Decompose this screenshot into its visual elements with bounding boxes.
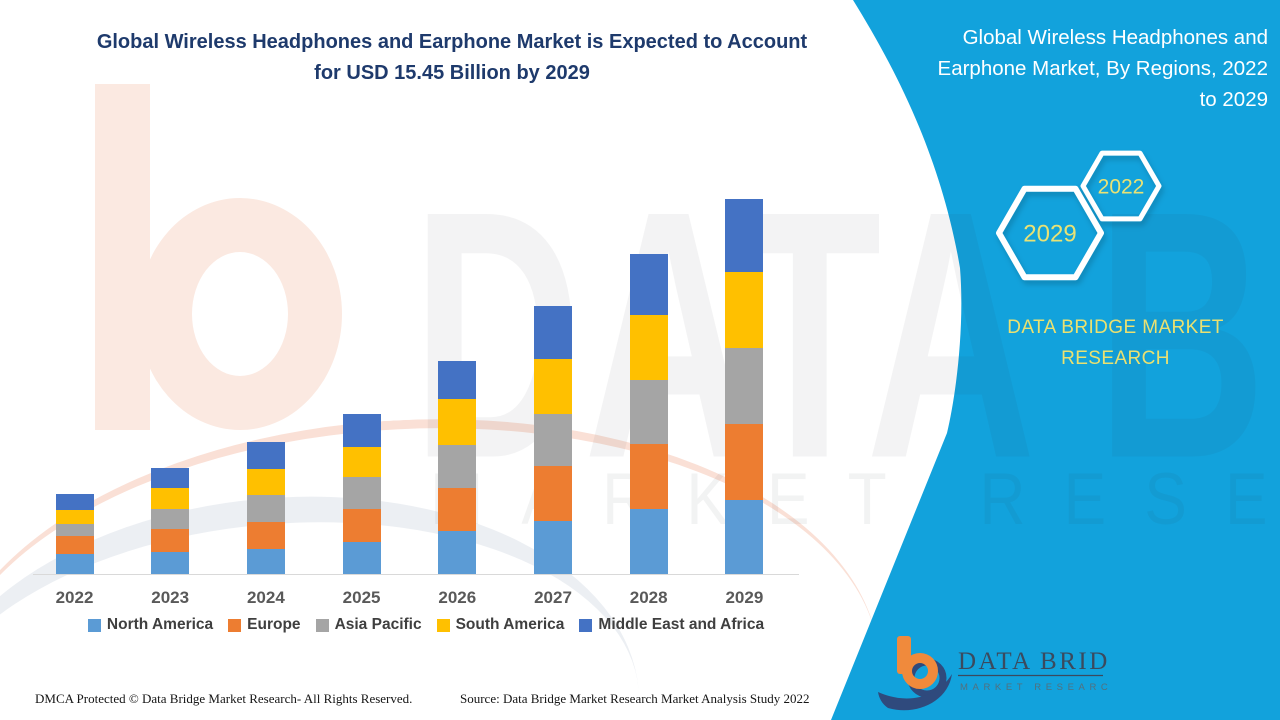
teal-panel-path (831, 0, 1280, 720)
chart-plot (33, 180, 799, 575)
bar-segment-asia-pacific (629, 380, 668, 444)
hexagon-badge-2029 (996, 185, 1104, 281)
bar-segment-north-america (55, 554, 94, 574)
bar-2022 (55, 494, 94, 574)
x-tick-2023: 2023 (151, 588, 190, 607)
year-badges: 2022 2029 (996, 150, 1162, 281)
x-tick-2024: 2024 (246, 588, 285, 607)
footer-copyright: DMCA Protected © Data Bridge Market Rese… (35, 691, 413, 706)
chart-legend: North America Europe Asia Pacific South Ame… (30, 616, 822, 634)
legend-item-asia-pacific: Asia Pacific (315, 616, 422, 634)
legend-swatch (87, 618, 101, 632)
bar-segment-middle-east-and-africa (438, 361, 477, 399)
bar-2026 (438, 361, 477, 574)
legend-swatch (315, 618, 329, 632)
bar-2027 (534, 306, 572, 574)
legend-item-middle-east-and-africa: Middle East and Africa (579, 616, 764, 634)
bar-segment-europe (246, 522, 285, 549)
bar-segment-europe (534, 466, 572, 521)
logo-b-bowl (902, 653, 938, 689)
x-tick-2028: 2028 (629, 588, 668, 607)
brand-wordmark-line-1: DATA BRIDGE MARKET (1007, 317, 1224, 338)
databridge-logo: DATA BRIDGE MARKET RESEARCH (878, 636, 1110, 711)
bar-segment-north-america (246, 549, 285, 574)
bar-segment-north-america (438, 531, 477, 574)
hexagon-badge-2022 (1080, 150, 1162, 222)
bar-segment-europe (438, 488, 477, 531)
bar-2023 (151, 468, 190, 574)
badge-2029-label: 2029 (1023, 221, 1076, 248)
bar-segment-south-america (151, 488, 190, 509)
legend-swatch (228, 618, 242, 632)
bar-segment-middle-east-and-africa (725, 199, 764, 272)
bar-segment-asia-pacific (342, 477, 381, 509)
bar-segment-north-america (151, 552, 190, 574)
page-title: Global Wireless Headphones and Earphone … (60, 27, 844, 89)
bar-segment-south-america (725, 272, 764, 348)
bar-segment-europe (725, 424, 764, 500)
bar-segment-south-america (342, 447, 381, 477)
bar-segment-north-america (534, 521, 572, 574)
bar-segment-middle-east-and-africa (55, 494, 94, 510)
bar-segment-middle-east-and-africa (534, 306, 572, 359)
bar-segment-europe (342, 509, 381, 542)
bar-segment-asia-pacific (151, 509, 190, 529)
bar-segment-asia-pacific (438, 445, 477, 488)
x-tick-2029: 2029 (725, 588, 764, 607)
bar-2028 (629, 254, 668, 574)
bar-segment-south-america (55, 510, 94, 524)
bar-segment-asia-pacific (55, 524, 94, 536)
legend-item-north-america: North America (87, 616, 214, 634)
sidebar-title-line-3: to 2029 (1199, 88, 1268, 111)
bar-segment-south-america (534, 359, 572, 414)
bar-2029 (725, 199, 764, 574)
legend-label: North America (106, 616, 214, 633)
x-tick-2022: 2022 (55, 588, 94, 607)
legend-item-europe: Europe (228, 616, 301, 634)
bar-2025 (342, 414, 381, 574)
sidebar-title-line-1: Global Wireless Headphones and (962, 26, 1268, 49)
legend-label: Europe (247, 616, 301, 633)
legend-item-south-america: South America (436, 616, 565, 634)
bar-segment-south-america (246, 469, 285, 495)
sidebar-title-line-2: Earphone Market, By Regions, 2022 (937, 57, 1268, 80)
logo-swoosh (878, 674, 952, 711)
logo-title: DATA BRIDGE (958, 648, 1110, 675)
bar-segment-europe (629, 444, 668, 509)
bar-segment-asia-pacific (534, 414, 572, 466)
badge-2022-label: 2022 (1098, 176, 1145, 199)
page-title-line-1: Global Wireless Headphones and Earphone … (96, 31, 808, 53)
bar-segment-south-america (629, 315, 668, 380)
legend-label: South America (455, 616, 565, 633)
bar-segment-north-america (342, 542, 381, 574)
bar-2024 (246, 442, 285, 574)
bar-segment-asia-pacific (725, 348, 764, 424)
x-tick-2027: 2027 (534, 588, 572, 607)
bar-segment-asia-pacific (246, 495, 285, 522)
bar-segment-north-america (725, 500, 764, 574)
brand-wordmark-line-2: RESEARCH (1061, 348, 1170, 369)
logo-subtitle: MARKET RESEARCH (960, 682, 1110, 693)
bar-segment-south-america (438, 399, 477, 445)
x-tick-2026: 2026 (438, 588, 477, 607)
bar-segment-middle-east-and-africa (342, 414, 381, 447)
bar-segment-europe (151, 529, 190, 552)
sidebar-title: Global Wireless Headphones and Earphone … (888, 22, 1268, 115)
x-tick-2025: 2025 (342, 588, 381, 607)
bar-segment-europe (55, 536, 94, 554)
bar-segment-middle-east-and-africa (629, 254, 668, 315)
legend-swatch (579, 618, 593, 632)
x-axis-labels: 2022 2023 2024 2025 2026 2027 2028 2029 (0, 588, 860, 614)
legend-label: Asia Pacific (334, 616, 422, 633)
legend-label: Middle East and Africa (598, 616, 765, 633)
bar-segment-middle-east-and-africa (151, 468, 190, 488)
bar-segment-middle-east-and-africa (246, 442, 285, 469)
page-title-line-2: for USD 15.45 Billion by 2029 (314, 62, 590, 84)
footer-source: Source: Data Bridge Market Research Mark… (460, 691, 810, 706)
bar-segment-north-america (629, 509, 668, 574)
brand-wordmark: DATA BRIDGE MARKET RESEARCH (983, 312, 1248, 374)
legend-swatch (436, 618, 450, 632)
